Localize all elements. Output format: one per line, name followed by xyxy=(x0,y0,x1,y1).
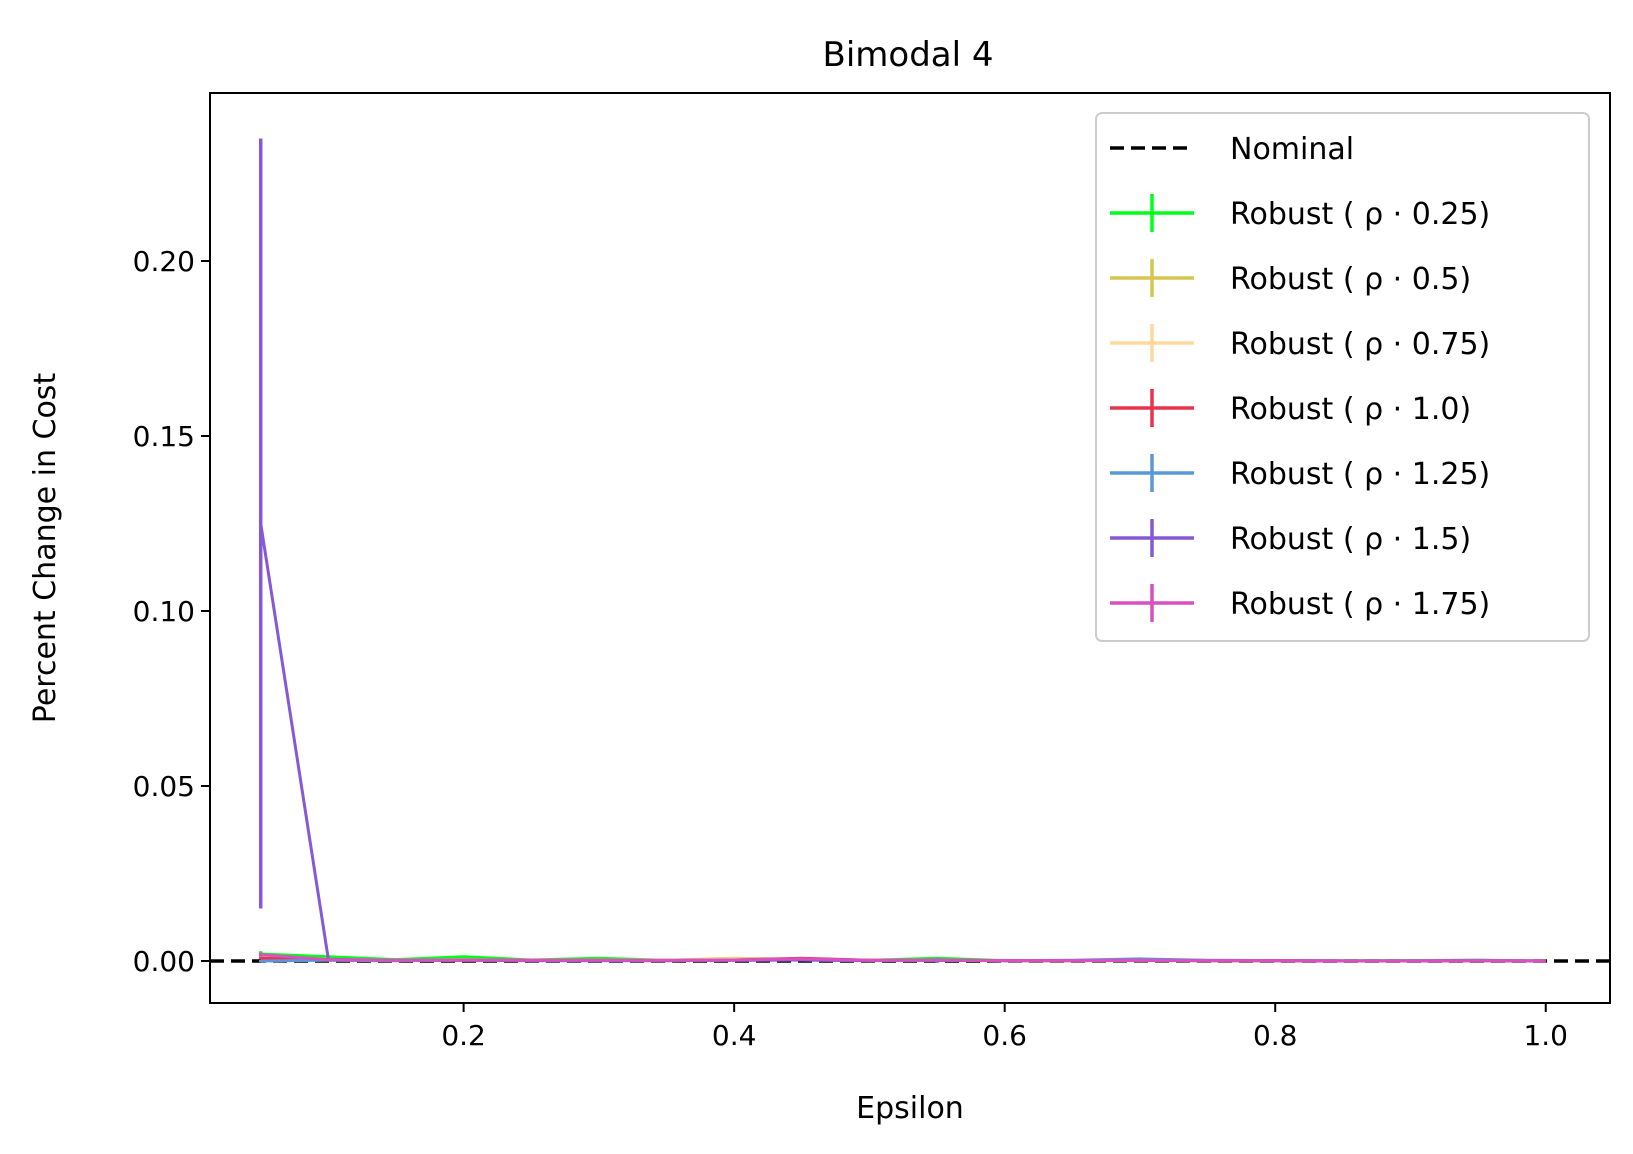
x-tick-label: 0.2 xyxy=(441,1019,486,1052)
chart-title: Bimodal 4 xyxy=(823,35,994,75)
legend-label: Robust ( ρ · 0.5) xyxy=(1230,262,1471,297)
legend-label: Robust ( ρ · 1.25) xyxy=(1230,457,1490,492)
y-tick-label: 0.10 xyxy=(133,595,195,628)
legend-label: Robust ( ρ · 1.75) xyxy=(1230,587,1490,622)
x-tick-label: 0.8 xyxy=(1253,1019,1298,1052)
legend-label: Robust ( ρ · 0.25) xyxy=(1230,197,1490,232)
legend: Nominal Robust ( ρ · 0.25) Robust ( ρ · 0.… xyxy=(1096,113,1589,641)
y-tick-label: 0.00 xyxy=(133,945,195,978)
legend-label: Nominal xyxy=(1230,132,1354,167)
x-tick-label: 0.6 xyxy=(982,1019,1027,1052)
y-tick-label: 0.05 xyxy=(133,770,195,803)
legend-box xyxy=(1096,113,1589,641)
legend-label: Robust ( ρ · 0.75) xyxy=(1230,327,1490,362)
legend-label: Robust ( ρ · 1.5) xyxy=(1230,522,1471,557)
x-tick-label: 0.4 xyxy=(712,1019,757,1052)
x-axis-label: Epsilon xyxy=(856,1091,964,1126)
y-tick-label: 0.20 xyxy=(133,245,195,278)
y-tick-label: 0.15 xyxy=(133,420,195,453)
x-tick-label: 1.0 xyxy=(1523,1019,1568,1052)
y-axis-label: Percent Change in Cost xyxy=(28,373,63,724)
legend-label: Robust ( ρ · 1.0) xyxy=(1230,392,1471,427)
